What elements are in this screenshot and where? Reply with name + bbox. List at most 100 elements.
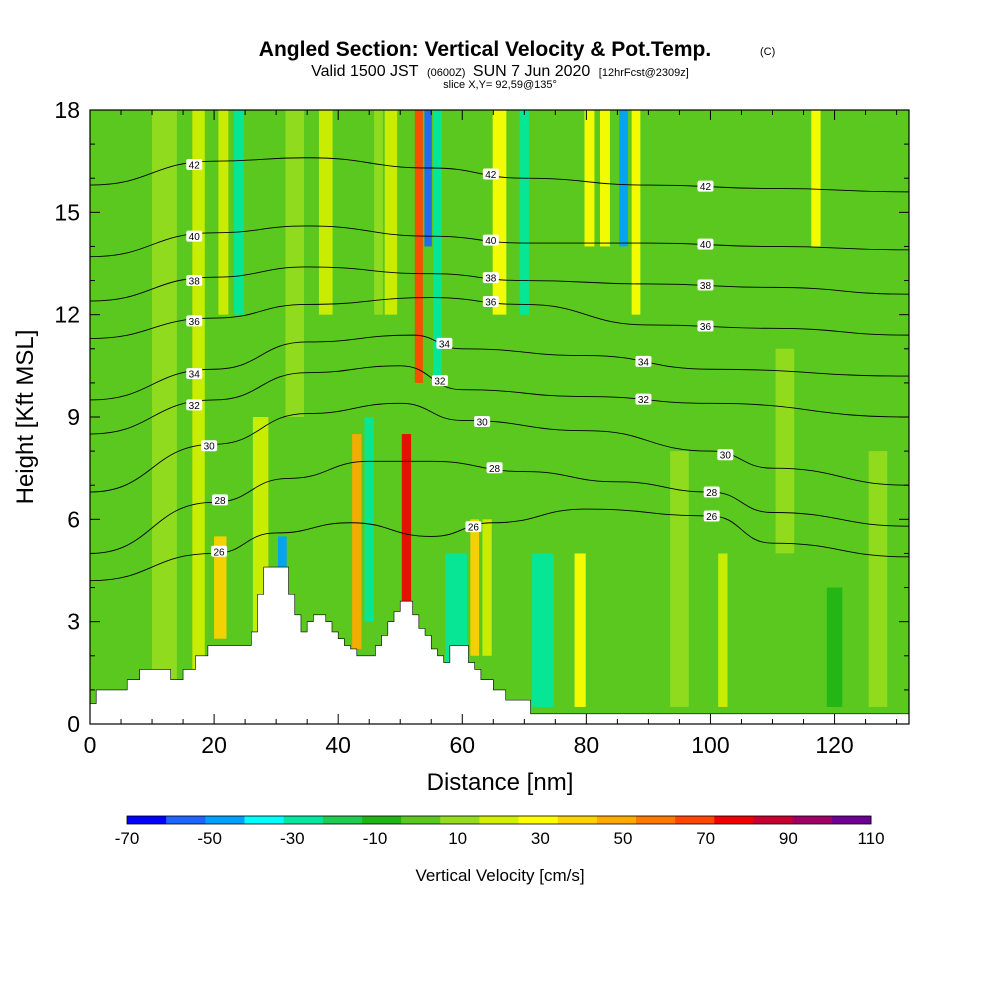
colorbar-swatch-16	[753, 816, 794, 824]
velocity-band-0	[93, 110, 112, 724]
velocity-band-34	[868, 451, 888, 707]
colorbar-swatch-15	[714, 816, 755, 824]
velocity-band-21	[492, 110, 507, 315]
chart-subtitle: Valid 1500 JST (0600Z) SUN 7 Jun 2020 [1…	[311, 63, 689, 80]
colorbar-swatch-3	[244, 816, 285, 824]
contour-label-36-0: 36	[186, 315, 203, 328]
contour-label-bg	[431, 375, 448, 387]
contour-label-38-0: 38	[186, 274, 203, 287]
contour-label-bg	[465, 521, 482, 533]
contour-label-text: 26	[213, 547, 225, 558]
title-mark: (C)	[760, 46, 775, 58]
contour-label-bg	[486, 462, 503, 474]
x-tick-label: 60	[449, 732, 475, 758]
contour-label-42-2: 42	[697, 180, 714, 193]
contour-label-42-1: 42	[482, 168, 499, 181]
contour-label-bg	[717, 449, 734, 461]
velocity-band-32	[811, 110, 821, 247]
x-tick-label: 80	[574, 732, 600, 758]
colorbar-swatch-12	[596, 816, 637, 824]
velocity-band-11	[364, 417, 374, 622]
contour-label-bg	[186, 399, 203, 411]
contour-label-bg	[201, 440, 218, 452]
contour-label-bg	[186, 230, 203, 242]
x-axis: 0 20 40 60 80 100 120	[84, 110, 898, 758]
contour-label-text: 34	[439, 339, 451, 350]
velocity-band-4	[218, 110, 229, 315]
contour-label-bg	[703, 486, 720, 498]
colorbar-swatch-11	[557, 816, 598, 824]
velocity-band-23	[532, 553, 554, 707]
colorbar-tick-label: -10	[363, 829, 388, 848]
colorbar: -70 -50 -30 -10 10 30 50 70 90 110	[115, 815, 885, 848]
colorbar-swatch-1	[166, 816, 206, 824]
colorbar-tick-label: 90	[779, 829, 798, 848]
contour-label-bg	[186, 274, 203, 286]
contour-label-text: 38	[189, 276, 201, 287]
contour-label-36-2: 36	[697, 320, 714, 333]
colorbar-tick-label: -30	[280, 829, 305, 848]
contour-label-26-0: 26	[211, 545, 228, 558]
contour-label-32-0: 32	[186, 399, 203, 412]
contour-label-bg	[635, 355, 652, 367]
velocity-band-33	[826, 587, 843, 707]
velocity-field	[93, 110, 888, 724]
colorbar-swatch-13	[636, 816, 676, 824]
plot-area: 26 26 26 28 28 28 30 30 30 32 32 32 34 34 34 36 36 36 38 38…	[90, 110, 909, 724]
contour-label-28-0: 28	[212, 494, 229, 507]
contour-label-text: 26	[706, 512, 718, 523]
contour-label-bg	[436, 337, 453, 349]
velocity-band-25	[584, 110, 595, 247]
velocity-band-20	[482, 519, 492, 656]
velocity-band-17	[433, 110, 442, 383]
velocity-band-5	[233, 110, 244, 315]
contour-label-text: 42	[700, 182, 712, 193]
velocity-band-8	[285, 110, 305, 417]
contour-label-bg	[697, 180, 714, 192]
theta-contours: 26 26 26 28 28 28 30 30 30 32 32 32 34 34 34 36 36 36 38 38…	[90, 157, 909, 582]
contour-label-text: 40	[485, 236, 497, 247]
contour-label-34-2: 34	[635, 355, 652, 368]
contour-label-bg	[697, 320, 714, 332]
terrain	[90, 566, 909, 724]
subtitle-forecast: [12hrFcst@2309z]	[599, 67, 689, 79]
contour-label-text: 36	[700, 322, 712, 333]
y-tick-label: 12	[54, 302, 80, 328]
colorbar-tick-label: 70	[696, 829, 715, 848]
colorbar-tick-label: -50	[197, 829, 222, 848]
velocity-band-27	[619, 110, 628, 247]
velocity-band-9	[318, 110, 333, 315]
colorbar-swatch-18	[831, 816, 872, 824]
contour-label-text: 28	[489, 464, 501, 475]
colorbar-tick-label: 50	[614, 829, 633, 848]
contour-label-32-2: 32	[635, 393, 652, 406]
velocity-band-26	[600, 110, 610, 247]
contour-label-36-1: 36	[482, 295, 499, 308]
contour-label-bg	[211, 545, 228, 557]
y-tick-label: 0	[67, 711, 80, 737]
contour-label-text: 34	[189, 370, 201, 381]
colorbar-swatch-7	[401, 816, 441, 824]
contour-label-bg	[482, 168, 499, 180]
subtitle-zulu: (0600Z)	[427, 67, 466, 79]
contour-label-26-2: 26	[703, 510, 720, 523]
x-tick-label: 40	[325, 732, 351, 758]
contour-label-text: 38	[485, 274, 497, 285]
contour-label-text: 40	[700, 240, 712, 251]
slice-label: slice X,Y= 92,59@135°	[443, 79, 557, 91]
contour-label-text: 30	[720, 451, 732, 462]
contour-label-bg	[212, 494, 229, 506]
colorbar-tick-label: -70	[115, 829, 140, 848]
contour-label-40-2: 40	[697, 238, 714, 251]
contour-label-bg	[474, 416, 491, 428]
velocity-band-19	[470, 519, 480, 656]
contour-label-text: 32	[189, 401, 201, 412]
y-axis-label: Height [Kft MSL]	[12, 330, 39, 505]
colorbar-swatch-4	[283, 816, 324, 824]
contour-label-bg	[703, 510, 720, 522]
velocity-band-10	[352, 434, 362, 649]
contour-label-text: 30	[477, 418, 489, 429]
contour-label-text: 36	[189, 317, 201, 328]
